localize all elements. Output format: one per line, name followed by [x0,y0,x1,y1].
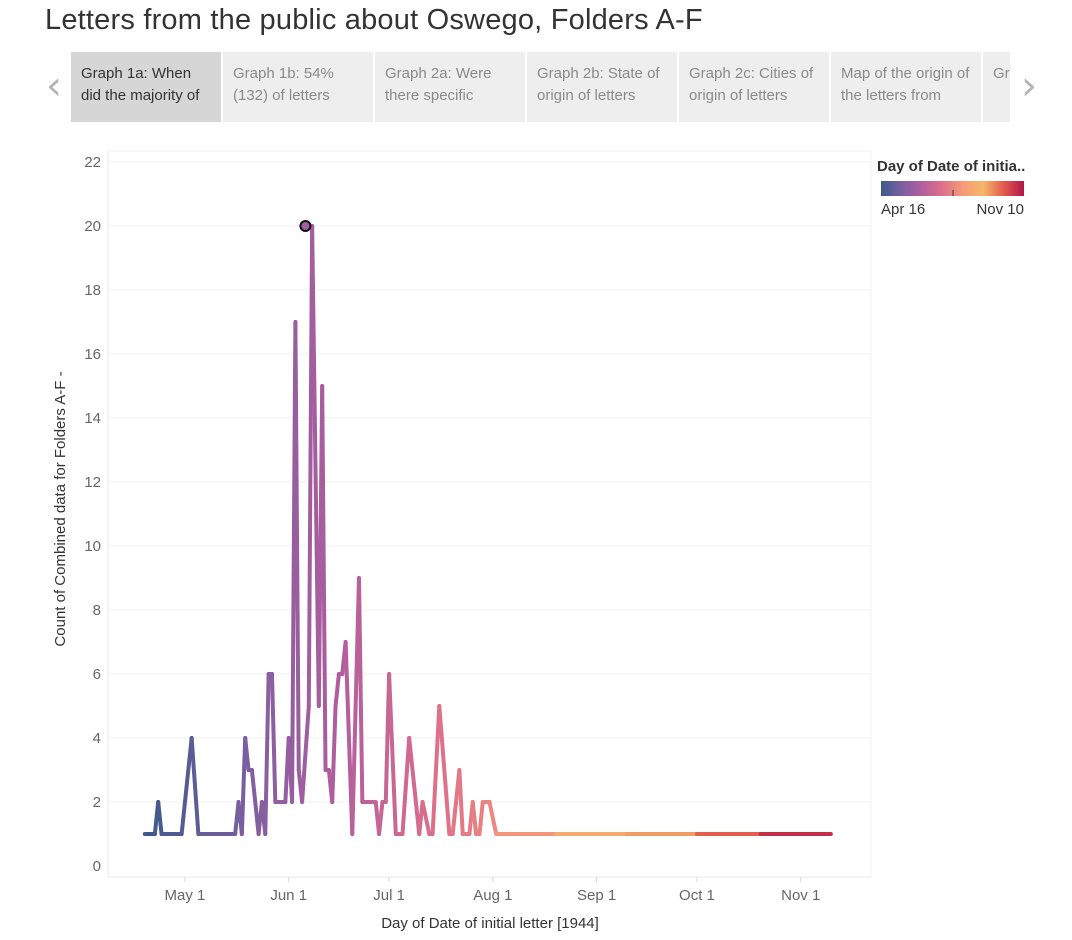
series-line-segment [243,736,251,772]
tab-map[interactable]: Map of the origin of the letters from [831,52,981,122]
tab-label: Graph 3: the [993,65,1010,82]
series-line-segment [477,800,485,836]
series-line-segment [249,768,261,836]
y-tick-label: 0 [93,858,101,875]
tab-label: Graph 2b: State of origin of letters [537,65,660,104]
series-line-segment [430,704,442,836]
tab-graph-2c[interactable]: Graph 2c: Cities of origin of letters [679,52,829,122]
y-tick-label: 12 [84,474,101,491]
tab-label: Graph 2a: Were there specific [385,65,492,104]
series-line-segment [239,736,248,836]
series-line-segment [330,704,338,804]
tab-label: Graph 1a: When did the majority of [81,65,200,104]
y-tick-label: 14 [84,410,101,427]
y-tick-label: 20 [84,218,101,235]
legend-max-label: Nov 10 [976,201,1024,218]
tab-graph-2b[interactable]: Graph 2b: State of origin of letters [527,52,677,122]
legend-color-ramp [881,181,1024,196]
story-tabs: Graph 1a: When did the majority of Graph… [71,52,1010,122]
x-tick-label: Nov 1 [781,887,820,904]
series-line-segment [189,736,201,836]
y-tick-label: 6 [93,666,101,683]
series-line-segment [377,800,385,836]
legend-min-label: Apr 16 [881,201,925,218]
series-line-segment [320,384,328,772]
y-tick-label: 8 [93,602,101,619]
series-line-segment [457,768,465,836]
page-title: Letters from the public about Oswego, Fo… [45,4,703,36]
series-line-segment [300,704,311,804]
x-tick-label: Jun 1 [270,887,307,904]
series-line-segment [179,736,194,836]
chevron-right-icon[interactable]: › [1021,63,1037,109]
x-axis-title: Day of Date of initial letter [1944] [381,915,599,932]
x-tick-label: Aug 1 [473,887,512,904]
series-line-segment [263,672,271,836]
y-tick-label: 4 [93,730,101,747]
series-line-segment [487,800,499,836]
chevron-left-icon[interactable]: ‹ [46,63,62,109]
series-line-segment [470,800,479,836]
tab-graph-3[interactable]: Graph 3: the [983,52,1010,122]
series-line-segment [400,736,412,836]
x-tick-label: Oct 1 [679,887,715,904]
tab-graph-2a[interactable]: Graph 2a: Were there specific [375,52,525,122]
series-line-segment [156,800,164,836]
tab-graph-1b[interactable]: Graph 1b: 54% (132) of letters [223,52,373,122]
series-line-segment [333,672,341,708]
x-tick-label: May 1 [165,887,206,904]
y-axis-title: Count of Combined data for Folders A-F - [52,371,69,646]
y-tick-label: 18 [84,282,101,299]
tab-label: Map of the origin of the letters from [841,65,970,104]
y-tick-label: 10 [84,538,101,555]
tab-graph-1a[interactable]: Graph 1a: When did the majority of [71,52,221,122]
legend-title: Day of Date of initia.. [877,158,1025,175]
x-tick-label: Sep 1 [577,887,616,904]
y-tick-label: 22 [84,154,101,171]
y-tick-label: 16 [84,346,101,363]
series-line-segment [293,320,301,772]
series-line-segment [437,704,452,836]
series-line-segment [356,576,365,804]
series-line-segment [387,672,398,836]
y-tick-label: 2 [93,794,101,811]
highlight-point[interactable] [299,220,312,232]
series-line-segment [269,672,278,804]
series-line-segment [407,736,418,804]
x-tick-label: Jul 1 [373,887,405,904]
tab-label: Graph 2c: Cities of origin of letters [689,65,814,104]
series-line-segment [420,800,432,836]
story-navigator: ‹ Graph 1a: When did the majority of Gra… [40,52,1070,124]
tab-label: Graph 1b: 54% (132) of letters [233,65,334,104]
story-tabs-viewport: Graph 1a: When did the majority of Graph… [71,52,1010,124]
